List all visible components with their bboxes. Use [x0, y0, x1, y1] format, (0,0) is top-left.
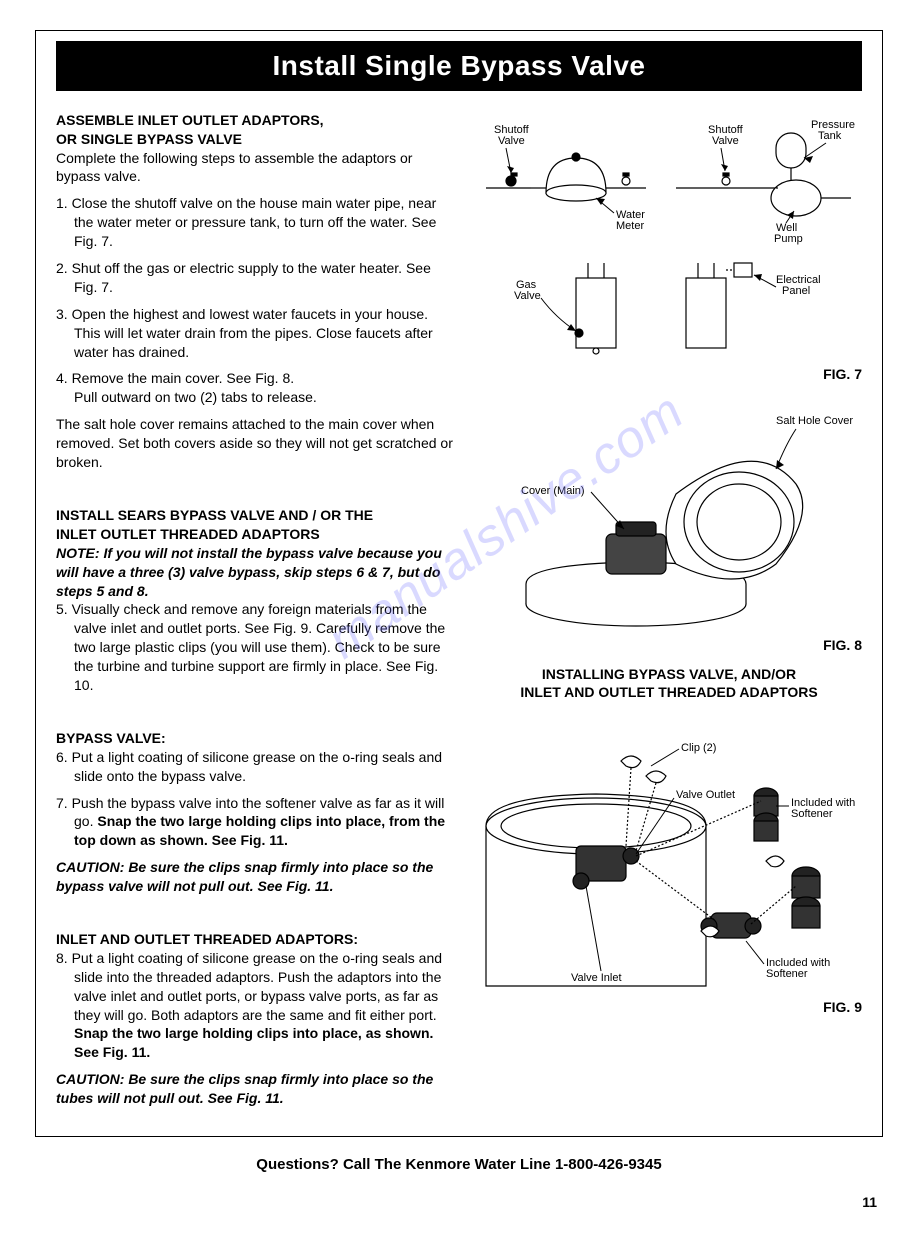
section1-intro: Complete the following steps to assemble… — [56, 149, 456, 187]
fig8-label: FIG. 8 — [476, 636, 862, 655]
section3-caution: CAUTION: Be sure the clips snap firmly i… — [56, 858, 456, 896]
fig9-clip-label: Clip (2) — [681, 742, 716, 754]
section1-after: The salt hole cover remains attached to … — [56, 415, 456, 472]
fig7-gas-label: GasValve — [514, 279, 541, 302]
title-bar: Install Single Bypass Valve — [56, 41, 862, 91]
step-7: 7. Push the bypass valve into the soften… — [56, 794, 456, 851]
fig9-inc1-label: Included withSoftener — [791, 797, 855, 820]
fig7-label: FIG. 7 — [476, 365, 862, 384]
fig9-heading-l1: INSTALLING BYPASS VALVE, AND/OR — [476, 665, 862, 684]
page-border: manualshive.com Install Single Bypass Va… — [35, 30, 883, 1137]
step-4: 4. Remove the main cover. See Fig. 8. Pu… — [56, 369, 456, 407]
section2-note: NOTE: If you will not install the bypass… — [56, 544, 456, 601]
figure-8: Salt Hole Cover Cover (Main) FIG. 8 — [476, 394, 862, 655]
right-column: ShutoffValve WaterMeter — [476, 103, 862, 1116]
fig7-electrical-label: ElectricalPanel — [776, 274, 821, 297]
section4-heading: INLET AND OUTLET THREADED ADAPTORS: — [56, 930, 456, 949]
fig8-cover-label: Cover (Main) — [521, 485, 585, 497]
fig9-outlet-label: Valve Outlet — [676, 789, 735, 801]
fig7-pressure-label: PressureTank — [811, 119, 855, 142]
footer-text: Questions? Call The Kenmore Water Line 1… — [35, 1155, 883, 1175]
step-1: 1. Close the shutoff valve on the house … — [56, 194, 456, 251]
section1-heading-l2: OR SINGLE BYPASS VALVE — [56, 130, 456, 149]
section2-heading-l2: INLET OUTLET THREADED ADAPTORS — [56, 525, 456, 544]
content-columns: ASSEMBLE INLET OUTLET ADAPTORS, OR SINGL… — [56, 103, 862, 1116]
fig9-diagram: Clip (2) Valve Outlet Included withSofte… — [476, 706, 856, 996]
section1-steps: 1. Close the shutoff valve on the house … — [56, 194, 456, 407]
fig7-meter-label: WaterMeter — [616, 209, 645, 232]
page-number: 11 — [35, 1193, 883, 1212]
fig9-inlet-label: Valve Inlet — [571, 972, 622, 984]
figure-9: Clip (2) Valve Outlet Included withSofte… — [476, 706, 862, 1017]
section4-steps: 8. Put a light coating of silicone greas… — [56, 949, 456, 1062]
step8-a: 8. Put a light coating of silicone greas… — [56, 950, 442, 1023]
fig7-well-label: WellPump — [774, 222, 803, 245]
fig9-label: FIG. 9 — [476, 998, 862, 1017]
step-8: 8. Put a light coating of silicone greas… — [56, 949, 456, 1062]
section3-steps: 6. Put a light coating of silicone greas… — [56, 748, 456, 850]
fig8-salt-label: Salt Hole Cover — [776, 415, 853, 427]
step-3: 3. Open the highest and lowest water fau… — [56, 305, 456, 362]
step-5: 5. Visually check and remove any foreign… — [56, 600, 456, 694]
step8-b: Snap the two large holding clips into pl… — [74, 1025, 433, 1060]
section4-caution: CAUTION: Be sure the clips snap firmly i… — [56, 1070, 456, 1108]
fig9-heading-l2: INLET AND OUTLET THREADED ADAPTORS — [476, 683, 862, 702]
section2-heading-l1: INSTALL SEARS BYPASS VALVE AND / OR THE — [56, 506, 456, 525]
section1-heading-l1: ASSEMBLE INLET OUTLET ADAPTORS, — [56, 111, 456, 130]
fig7-shutoff1-label: ShutoffValve — [494, 124, 530, 147]
figure-7: ShutoffValve WaterMeter — [476, 103, 862, 384]
left-column: ASSEMBLE INLET OUTLET ADAPTORS, OR SINGL… — [56, 103, 456, 1116]
fig8-diagram: Salt Hole Cover Cover (Main) — [476, 394, 856, 634]
step-2: 2. Shut off the gas or electric supply t… — [56, 259, 456, 297]
fig7-shutoff2-label: ShutoffValve — [708, 124, 744, 147]
step-6: 6. Put a light coating of silicone greas… — [56, 748, 456, 786]
section3-heading: BYPASS VALVE: — [56, 729, 456, 748]
step7-b: Snap the two large holding clips into pl… — [74, 813, 445, 848]
fig9-inc2-label: Included withSoftener — [766, 957, 830, 980]
section2-steps: 5. Visually check and remove any foreign… — [56, 600, 456, 694]
fig7-diagram: ShutoffValve WaterMeter — [476, 103, 856, 363]
